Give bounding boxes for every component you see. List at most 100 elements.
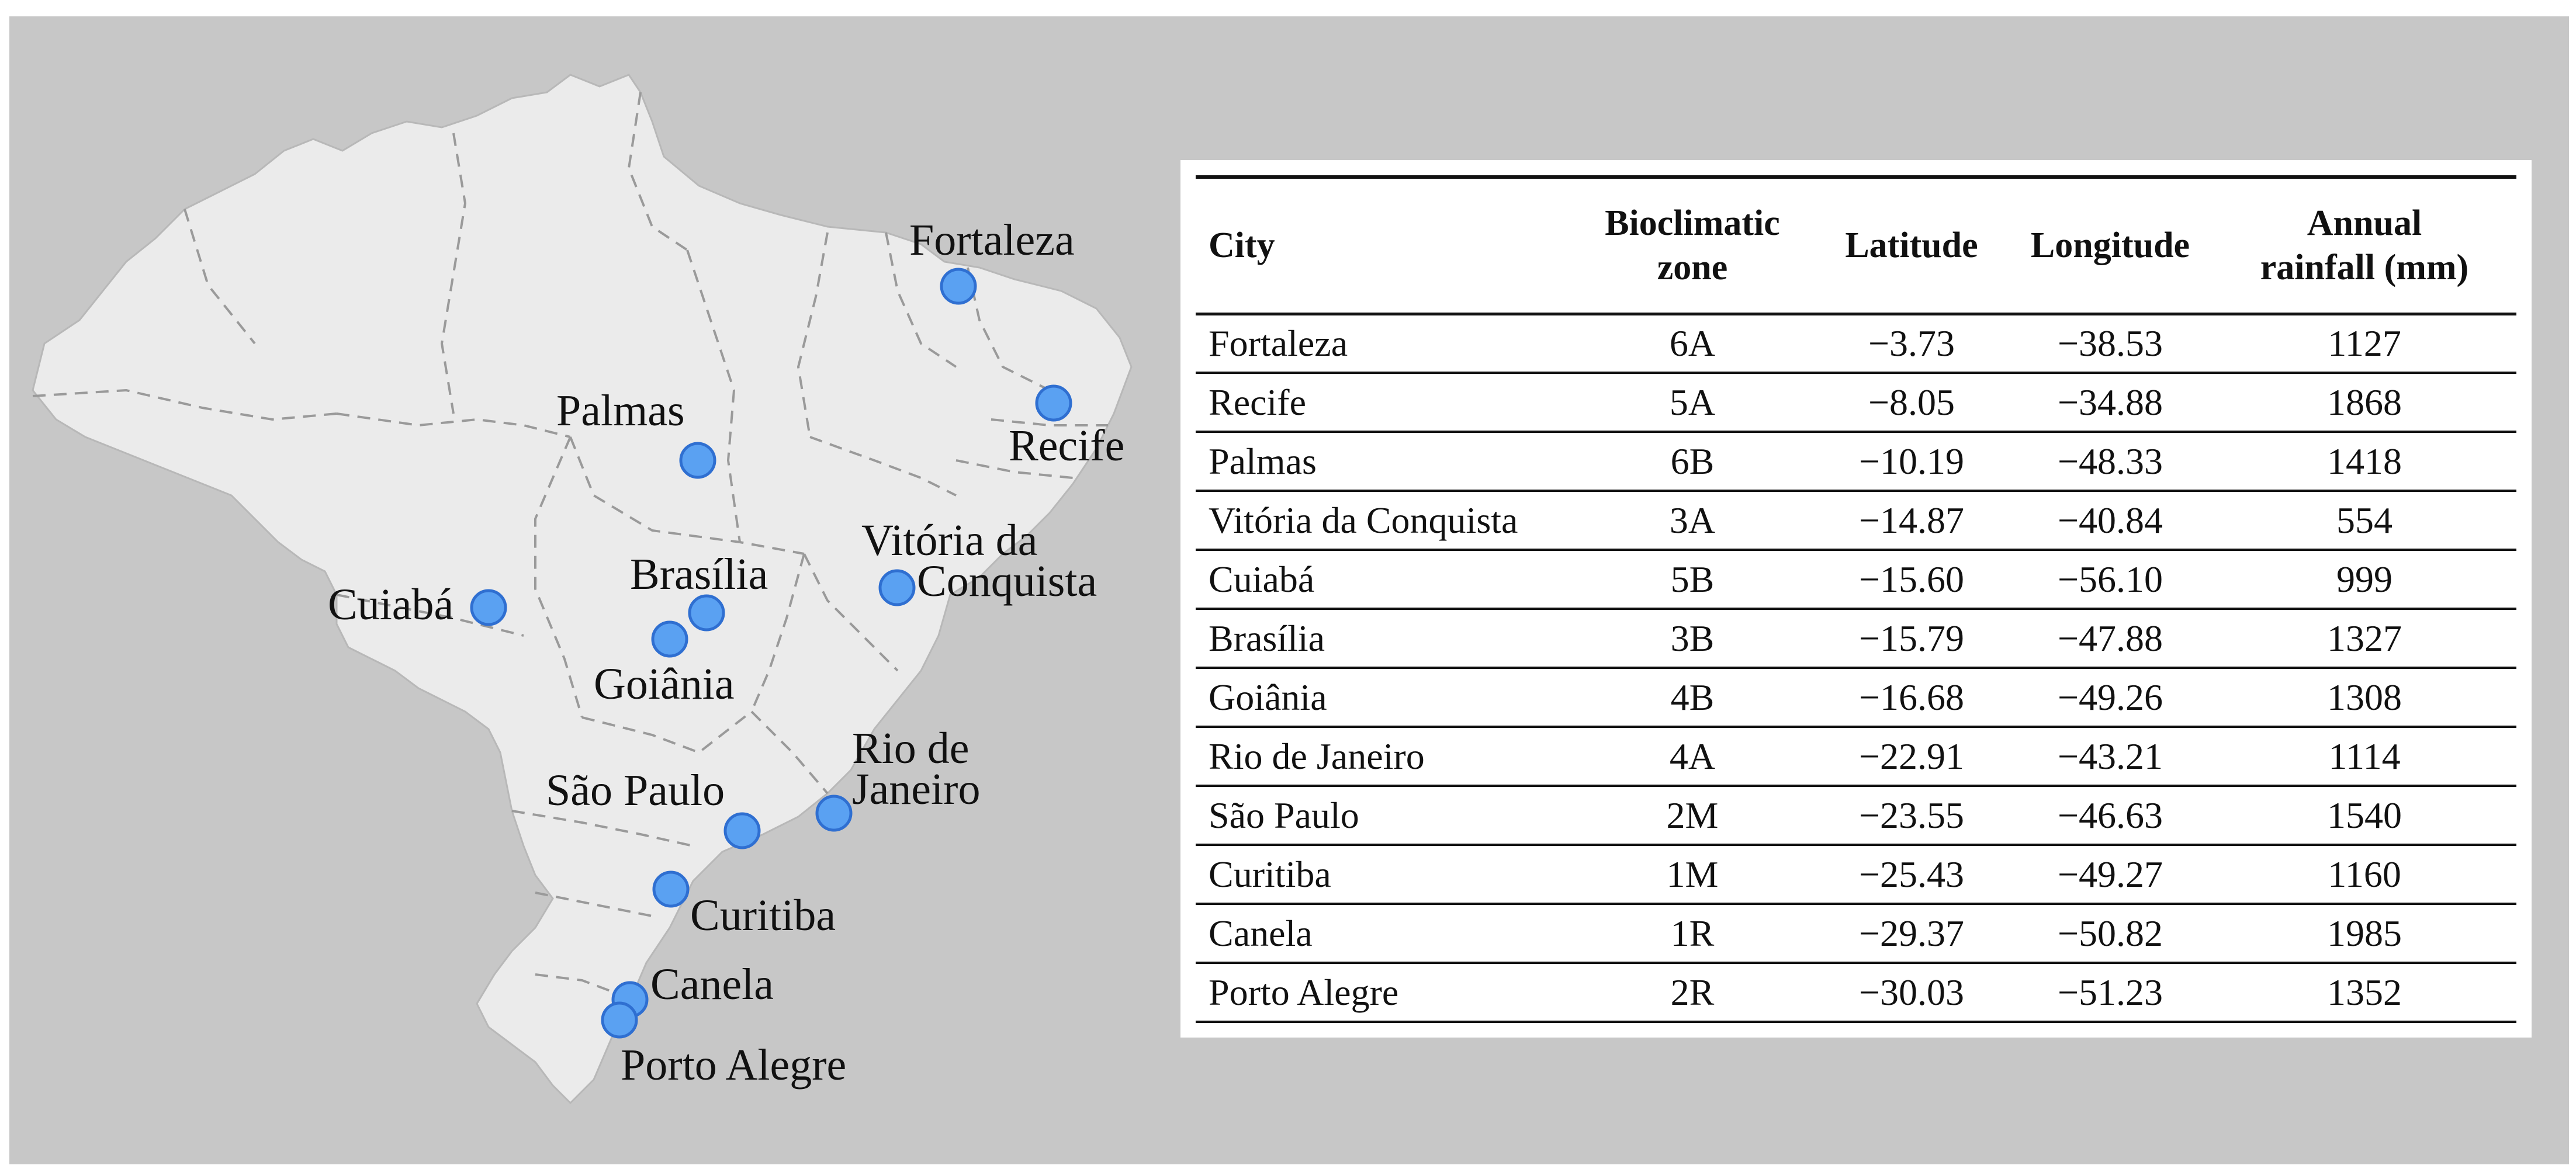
cell-latitude: −25.43 (1815, 845, 2008, 905)
marker-rio-de-janeiro (815, 795, 853, 832)
cell-city: São Paulo (1196, 786, 1570, 846)
cell-rainfall: 1160 (2213, 845, 2516, 905)
cell-latitude: −29.37 (1815, 904, 2008, 964)
cell-zone: 6B (1570, 432, 1815, 492)
cell-rainfall: 1418 (2213, 432, 2516, 492)
table-row: Brasília 3B −15.79 −47.88 1327 (1196, 609, 2516, 669)
cell-zone: 4B (1570, 668, 1815, 728)
cell-city: Brasília (1196, 609, 1570, 669)
cell-rainfall: 1114 (2213, 727, 2516, 787)
label-sao-paulo: São Paulo (546, 766, 725, 815)
cell-latitude: −15.60 (1815, 550, 2008, 610)
city-table-card: City Bioclimatic zone Latitude Longitude… (1180, 160, 2532, 1038)
cell-city: Palmas (1196, 432, 1570, 492)
cell-longitude: −51.23 (2008, 963, 2213, 1023)
marker-sao-paulo (723, 812, 761, 849)
label-porto-alegre: Porto Alegre (621, 1040, 847, 1090)
label-rio-de-janeiro: Rio de Janeiro (852, 724, 981, 814)
cell-latitude: −14.87 (1815, 491, 2008, 551)
table-row: Curitiba 1M −25.43 −49.27 1160 (1196, 845, 2516, 905)
label-vitoria-line1: Vitória da (861, 516, 1038, 565)
label-fortaleza: Fortaleza (909, 216, 1075, 265)
table-row: São Paulo 2M −23.55 −46.63 1540 (1196, 786, 2516, 846)
cell-city: Goiânia (1196, 668, 1570, 728)
cell-rainfall: 554 (2213, 491, 2516, 551)
cell-longitude: −47.88 (2008, 609, 2213, 669)
cell-zone: 2M (1570, 786, 1815, 846)
cell-longitude: −40.84 (2008, 491, 2213, 551)
cell-longitude: −49.27 (2008, 845, 2213, 905)
cell-latitude: −3.73 (1815, 314, 2008, 374)
cell-rainfall: 1308 (2213, 668, 2516, 728)
table-row: Cuiabá 5B −15.60 −56.10 999 (1196, 550, 2516, 610)
city-table: City Bioclimatic zone Latitude Longitude… (1196, 175, 2516, 1023)
cell-latitude: −23.55 (1815, 786, 2008, 846)
state-borders (32, 92, 1108, 999)
table-row: Vitória da Conquista 3A −14.87 −40.84 55… (1196, 491, 2516, 551)
table-row: Goiânia 4B −16.68 −49.26 1308 (1196, 668, 2516, 728)
marker-vitoria-da-conquista (878, 569, 916, 606)
label-palmas: Palmas (556, 386, 685, 435)
marker-recife (1035, 384, 1072, 422)
cell-rainfall: 999 (2213, 550, 2516, 610)
cell-rainfall: 1127 (2213, 314, 2516, 374)
table-row: Rio de Janeiro 4A −22.91 −43.21 1114 (1196, 727, 2516, 787)
cell-longitude: −34.88 (2008, 373, 2213, 433)
label-cuiaba: Cuiabá (328, 580, 454, 629)
cell-zone: 3B (1570, 609, 1815, 669)
cell-zone: 5B (1570, 550, 1815, 610)
cell-latitude: −15.79 (1815, 609, 2008, 669)
cell-zone: 1R (1570, 904, 1815, 964)
cell-zone: 5A (1570, 373, 1815, 433)
header-latitude: Latitude (1815, 175, 2008, 315)
label-vitoria-da-conquista: Vitória da Conquista (861, 516, 1097, 606)
label-rio-line1: Rio de (852, 724, 970, 773)
cell-city: Rio de Janeiro (1196, 727, 1570, 787)
cell-longitude: −43.21 (2008, 727, 2213, 787)
cell-zone: 1M (1570, 845, 1815, 905)
table-row: Palmas 6B −10.19 −48.33 1418 (1196, 432, 2516, 492)
cell-zone: 3A (1570, 491, 1815, 551)
header-city: City (1196, 175, 1570, 315)
header-longitude: Longitude (2008, 175, 2213, 315)
table-row: Canela 1R −29.37 −50.82 1985 (1196, 904, 2516, 964)
header-bioclimatic-zone: Bioclimatic zone (1570, 175, 1815, 315)
cell-latitude: −22.91 (1815, 727, 2008, 787)
cell-city: Vitória da Conquista (1196, 491, 1570, 551)
label-vitoria-line2: Conquista (917, 557, 1097, 606)
cell-latitude: −10.19 (1815, 432, 2008, 492)
cell-city: Curitiba (1196, 845, 1570, 905)
marker-cuiaba (470, 589, 507, 626)
cell-city: Recife (1196, 373, 1570, 433)
table-row: Porto Alegre 2R −30.03 −51.23 1352 (1196, 963, 2516, 1023)
header-annual-rainfall: Annual rainfall (mm) (2213, 175, 2516, 315)
table-header-row: City Bioclimatic zone Latitude Longitude… (1196, 175, 2516, 315)
label-goiania: Goiânia (594, 660, 735, 709)
cell-city: Fortaleza (1196, 314, 1570, 374)
marker-palmas (679, 442, 716, 479)
cell-longitude: −48.33 (2008, 432, 2213, 492)
cell-zone: 6A (1570, 314, 1815, 374)
cell-longitude: −50.82 (2008, 904, 2213, 964)
marker-curitiba (652, 870, 690, 908)
label-rio-line2: Janeiro (852, 765, 981, 814)
cell-longitude: −38.53 (2008, 314, 2213, 374)
cell-rainfall: 1352 (2213, 963, 2516, 1023)
cell-longitude: −56.10 (2008, 550, 2213, 610)
cell-latitude: −30.03 (1815, 963, 2008, 1023)
marker-porto-alegre (601, 1001, 638, 1039)
label-brasilia: Brasília (630, 550, 768, 599)
figure: Fortaleza Recife Palmas Vitória da Conqu… (9, 16, 2569, 1164)
marker-brasilia (688, 594, 725, 632)
brazil-land (32, 74, 1133, 1105)
cell-city: Cuiabá (1196, 550, 1570, 610)
marker-goiania (651, 620, 688, 658)
table-row: Recife 5A −8.05 −34.88 1868 (1196, 373, 2516, 433)
cell-rainfall: 1540 (2213, 786, 2516, 846)
marker-fortaleza (940, 268, 977, 305)
cell-rainfall: 1327 (2213, 609, 2516, 669)
cell-longitude: −49.26 (2008, 668, 2213, 728)
cell-city: Porto Alegre (1196, 963, 1570, 1023)
cell-rainfall: 1868 (2213, 373, 2516, 433)
label-canela: Canela (650, 960, 774, 1009)
